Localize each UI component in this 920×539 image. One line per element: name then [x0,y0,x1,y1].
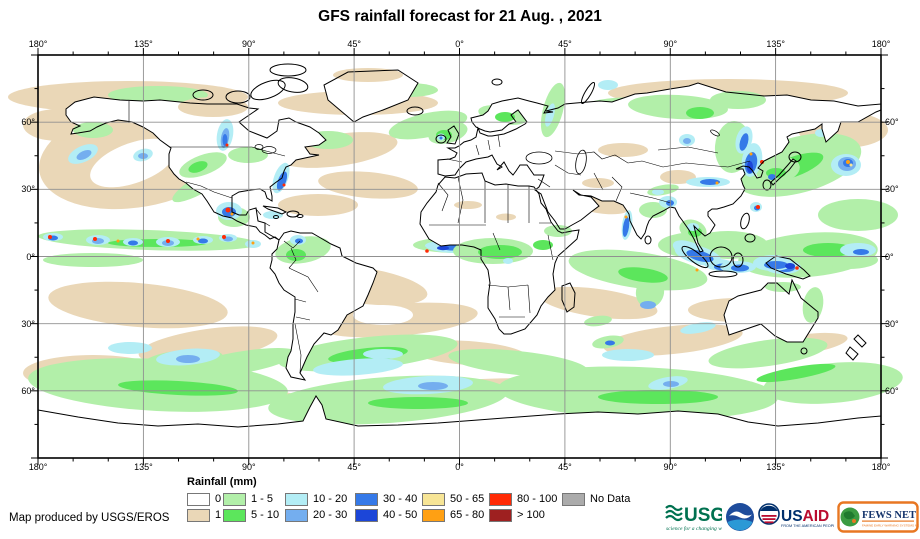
legend-label: 1 [215,509,222,521]
lat-label-right: 60° [885,385,899,396]
legend-swatch [355,508,378,522]
fewsnet-tagline: FAMINE EARLY WARNING SYSTEMS NETWORK [862,524,919,528]
lat-label-right: 30° [885,184,899,195]
lon-label-bottom: 0° [455,462,464,472]
lon-label-bottom: 180° [871,462,891,472]
legend-item: 50 - 65 [422,492,489,506]
legend-swatch [187,492,210,506]
legend-item: 80 - 100 [489,492,562,506]
legend-row: 1 5 - 10 20 - 30 40 - 50 65 - 80 > 100 [187,507,648,523]
lon-label-top: 135° [134,39,153,49]
credit-text: Map produced by USGS/EROS [9,512,170,524]
legend-swatch [562,492,585,506]
legend-item: 5 - 10 [223,508,285,522]
country-borders-layer [128,101,751,374]
legend-swatch [489,492,512,506]
legend-label: No Data [590,493,631,505]
fewsnet-wordmark: FEWS NET [862,510,916,521]
legend-swatch [223,508,246,522]
legend-title: Rainfall (mm) [187,476,257,488]
usgs-wordmark: USGS [684,505,722,526]
lon-label-top: 180° [28,39,48,49]
legend-item: 1 - 5 [223,492,285,506]
lat-label-right: 60° [885,117,899,128]
legend-item: > 100 [489,508,562,522]
usaid-tagline: FROM THE AMERICAN PEOPLE [781,524,834,528]
lon-label-bottom: 135° [134,462,153,472]
legend-swatch [489,508,512,522]
lat-label-left: 60° [21,117,35,128]
lon-label-bottom: 90° [241,462,256,472]
lon-label-bottom: 135° [766,462,785,472]
usaid-logo: USAID FROM THE AMERICAN PEOPLE [758,503,834,528]
usgs-tagline: science for a changing world [666,525,722,532]
legend-label: 80 - 100 [517,493,558,505]
noaa-logo [726,503,754,531]
legend-label: 10 - 20 [313,493,348,505]
legend-item: 20 - 30 [285,508,355,522]
legend-swatch [422,492,445,506]
legend-label: 65 - 80 [450,509,485,521]
lat-label-left: 60° [21,385,35,396]
lon-label-bottom: 180° [28,462,48,472]
lon-label-top: 45° [347,39,361,49]
lon-label-top: 90° [663,39,678,49]
lon-label-top: 135° [766,39,785,49]
fewsnet-logo: FEWS NET FAMINE EARLY WARNING SYSTEMS NE… [837,501,919,533]
lon-label-bottom: 90° [663,462,678,472]
coastline-layer [65,63,882,381]
legend-swatch [285,508,308,522]
legend-label: > 100 [517,509,545,521]
lon-label-top: 45° [558,39,572,49]
map-frame [37,54,882,459]
legend-label: 1 - 5 [251,493,274,505]
usgs-logo: USGS science for a changing world [665,504,722,532]
page-title: GFS rainfall forecast for 21 Aug. , 2021 [318,8,602,25]
lat-label-left: 30° [21,318,35,329]
legend-swatch [187,508,210,522]
lat-label-left: 0° [26,251,35,262]
legend-row: 0 1 - 5 10 - 20 30 - 40 50 - 65 80 - 100 No Da… [187,491,648,507]
legend-label: 40 - 50 [383,509,418,521]
lon-label-top: 180° [871,39,891,49]
lat-label-right: 30° [885,318,899,329]
world-rainfall-map [8,48,903,465]
lon-label-bottom: 45° [558,462,572,472]
legend-swatch [223,492,246,506]
legend-item: 65 - 80 [422,508,489,522]
graticule-layer [38,55,881,458]
legend-label: 30 - 40 [383,493,418,505]
legend-item: 30 - 40 [355,492,422,506]
legend-label: 5 - 10 [251,509,280,521]
legend-label: 20 - 30 [313,509,348,521]
logo-strip: USGS science for a changing world USAID … [664,499,919,535]
usaid-wordmark: USAID [781,508,829,525]
legend-swatch [422,508,445,522]
legend-item: No Data [562,492,648,506]
legend-item: 1 [187,508,223,522]
legend-swatch [355,492,378,506]
legend-label: 0 [215,493,222,505]
legend-swatch [285,492,308,506]
legend-item: 0 [187,492,223,506]
lon-label-top: 90° [241,39,256,49]
lat-label-left: 30° [21,184,35,195]
legend-label: 50 - 65 [450,493,485,505]
rainfall-legend: Rainfall (mm) 0 1 - 5 10 - 20 30 - 40 50 - 6… [187,476,648,523]
lon-label-top: 0° [455,39,464,49]
lat-label-right: 0° [885,251,894,262]
legend-item: 10 - 20 [285,492,355,506]
legend-item: 40 - 50 [355,508,422,522]
lon-label-bottom: 45° [347,462,361,472]
